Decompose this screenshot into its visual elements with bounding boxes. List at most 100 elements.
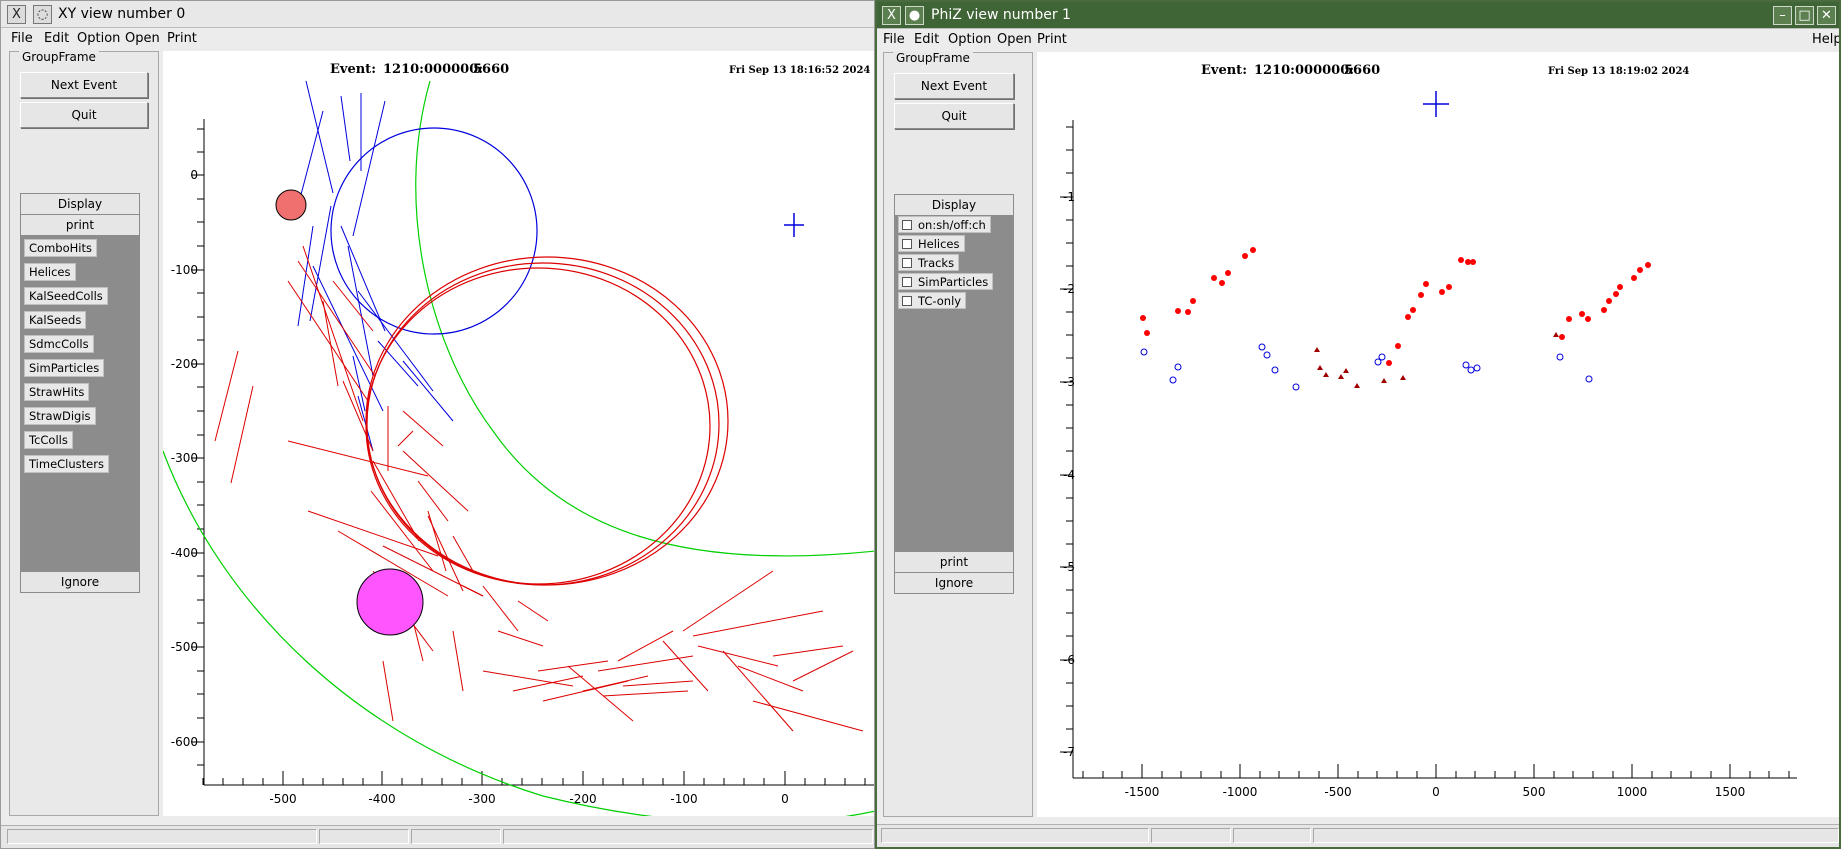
display-header[interactable]: Display bbox=[21, 194, 139, 215]
list-item-strawdigis[interactable]: StrawDigis bbox=[24, 407, 96, 425]
menu-option[interactable]: Option bbox=[77, 31, 121, 46]
event-label: Event: bbox=[330, 62, 376, 77]
collection-list: ComboHits Helices KalSeedColls KalSeeds … bbox=[21, 236, 139, 572]
hit-point bbox=[1263, 351, 1271, 359]
hit-point bbox=[1645, 262, 1651, 268]
phiz-group-frame: GroupFrame Next Event Quit Display on:sh… bbox=[883, 51, 1033, 817]
quit-button[interactable]: Quit bbox=[20, 102, 148, 128]
menu-edit[interactable]: Edit bbox=[44, 31, 70, 46]
list-item-timeclusters[interactable]: TimeClusters bbox=[24, 455, 109, 473]
hit-point bbox=[1400, 375, 1406, 380]
print-list-button[interactable]: print bbox=[21, 215, 139, 236]
y-tick-label: -3 bbox=[1063, 375, 1075, 389]
list-item-kalseedcolls[interactable]: KalSeedColls bbox=[24, 287, 108, 305]
phiz-statusbar bbox=[877, 824, 1839, 847]
phiz-titlebar: X ● PhiZ view number 1 – □ ✕ bbox=[877, 2, 1839, 29]
hit-point bbox=[1338, 374, 1344, 379]
next-event-button[interactable]: Next Event bbox=[894, 73, 1014, 99]
checkbox-icon[interactable] bbox=[902, 277, 912, 287]
event-timestamp: Fri Sep 13 18:19:02 2024 bbox=[1548, 66, 1689, 77]
next-event-button[interactable]: Next Event bbox=[20, 72, 148, 98]
calo-cluster-large bbox=[356, 568, 424, 636]
checkbox-tracks[interactable]: Tracks bbox=[898, 254, 960, 271]
menu-open[interactable]: Open bbox=[997, 32, 1032, 47]
blue-hit-points bbox=[1140, 343, 1593, 391]
helix-circle bbox=[330, 127, 538, 335]
window-menu-icon[interactable]: ● bbox=[905, 6, 924, 25]
ignore-button[interactable]: Ignore bbox=[21, 571, 139, 592]
hit-point bbox=[1556, 353, 1564, 361]
xy-plot[interactable]: Event: 1210:000000: 5660 Fri Sep 13 18:1… bbox=[163, 51, 875, 816]
phiz-canvas[interactable]: Event: 1210:000000: 5660 Fri Sep 13 18:1… bbox=[1037, 52, 1841, 817]
checkbox-label: Helices bbox=[918, 237, 960, 251]
display-header[interactable]: Display bbox=[895, 195, 1013, 216]
hit-point bbox=[1323, 372, 1329, 377]
checkbox-label: on:sh/off:ch bbox=[918, 218, 986, 232]
hit-point bbox=[1566, 316, 1572, 322]
close-icon[interactable]: ✕ bbox=[1817, 6, 1836, 25]
checkbox-icon[interactable] bbox=[902, 258, 912, 268]
checkbox-icon[interactable] bbox=[902, 239, 912, 249]
menu-file[interactable]: File bbox=[883, 32, 905, 47]
checkbox-icon[interactable] bbox=[902, 220, 912, 230]
x-tick-label: 1500 bbox=[1715, 785, 1746, 799]
crosshair-marker bbox=[1423, 91, 1449, 117]
x-tick-label: -1500 bbox=[1125, 785, 1160, 799]
maximize-icon[interactable]: □ bbox=[1795, 6, 1814, 25]
menu-help[interactable]: Help bbox=[1812, 32, 1841, 47]
status-cell bbox=[411, 829, 501, 844]
list-item-tccolls[interactable]: TcColls bbox=[24, 431, 73, 449]
hit-point bbox=[1219, 280, 1225, 286]
xy-axes bbox=[191, 119, 874, 786]
option-list: on:sh/off:ch Helices Tracks SimParticles… bbox=[895, 216, 1013, 552]
list-item-sdmccolls[interactable]: SdmcColls bbox=[24, 335, 94, 353]
checkbox-tc-only[interactable]: TC-only bbox=[898, 292, 967, 309]
checkbox-simparticles[interactable]: SimParticles bbox=[898, 273, 994, 290]
checkbox-on-sh-off-ch[interactable]: on:sh/off:ch bbox=[898, 216, 991, 233]
x-logo-icon[interactable]: X bbox=[7, 5, 26, 24]
phiz-plot[interactable]: Event: 1210:000000: 5660 Fri Sep 13 18:1… bbox=[1037, 52, 1841, 817]
checkbox-label: Tracks bbox=[918, 256, 955, 270]
xy-titlebar: X ◌ XY view number 0 bbox=[1, 1, 874, 28]
x-tick-labels: -500 -400 -300 -200 -100 0 bbox=[269, 792, 788, 806]
checkbox-helices[interactable]: Helices bbox=[898, 235, 965, 252]
hit-point bbox=[1314, 347, 1320, 352]
list-item-combohits[interactable]: ComboHits bbox=[24, 239, 97, 257]
helix bbox=[330, 127, 538, 335]
hit-point bbox=[1140, 348, 1148, 356]
menu-edit[interactable]: Edit bbox=[914, 32, 940, 47]
checkbox-icon[interactable] bbox=[902, 296, 912, 306]
window-menu-icon[interactable]: ◌ bbox=[33, 5, 52, 24]
hit-point bbox=[1225, 270, 1231, 276]
list-item-strawhits[interactable]: StrawHits bbox=[24, 383, 90, 401]
ignore-button[interactable]: Ignore bbox=[895, 573, 1013, 593]
hit-point bbox=[1271, 366, 1279, 374]
xy-view-window: X ◌ XY view number 0 File Edit Option Op… bbox=[0, 0, 875, 849]
list-item-simparticles[interactable]: SimParticles bbox=[24, 359, 105, 377]
track-circles bbox=[365, 256, 729, 586]
y-axis-ticks bbox=[1060, 126, 1073, 753]
menu-open[interactable]: Open bbox=[125, 31, 160, 46]
menu-print[interactable]: Print bbox=[167, 31, 197, 46]
x-logo-icon[interactable]: X bbox=[882, 6, 901, 25]
menu-file[interactable]: File bbox=[11, 31, 33, 46]
xy-canvas[interactable]: Event: 1210:000000: 5660 Fri Sep 13 18:1… bbox=[163, 51, 875, 816]
minimize-icon[interactable]: – bbox=[1773, 6, 1792, 25]
menu-option[interactable]: Option bbox=[948, 32, 992, 47]
phiz-axes bbox=[1060, 120, 1797, 779]
hit-point bbox=[1637, 267, 1643, 273]
quit-button[interactable]: Quit bbox=[894, 103, 1014, 129]
calo-cluster-small bbox=[275, 189, 307, 221]
hit-point bbox=[1144, 330, 1150, 336]
print-list-button[interactable]: print bbox=[895, 551, 1013, 573]
hit-point bbox=[1250, 247, 1256, 253]
list-item-helices[interactable]: Helices bbox=[24, 263, 76, 281]
hit-point bbox=[1470, 259, 1476, 265]
status-cell bbox=[319, 829, 409, 844]
straw-hits bbox=[214, 245, 864, 732]
hit-point bbox=[1395, 343, 1401, 349]
checkbox-label: SimParticles bbox=[918, 275, 989, 289]
list-item-kalseeds[interactable]: KalSeeds bbox=[24, 311, 87, 329]
hit-point bbox=[1458, 257, 1464, 263]
menu-print[interactable]: Print bbox=[1037, 32, 1067, 47]
